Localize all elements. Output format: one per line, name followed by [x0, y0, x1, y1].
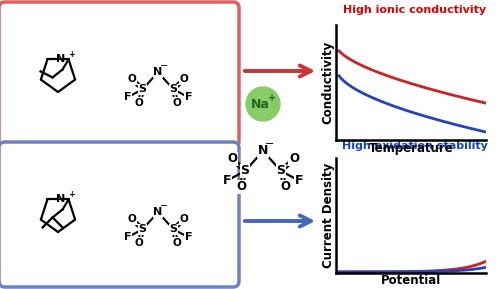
Text: N: N — [258, 144, 268, 158]
X-axis label: Temperature: Temperature — [368, 142, 454, 155]
Text: F: F — [185, 92, 192, 102]
Text: O: O — [135, 98, 143, 108]
Y-axis label: Current Density: Current Density — [322, 163, 334, 268]
Text: O: O — [128, 74, 136, 84]
Text: S: S — [170, 224, 177, 234]
Circle shape — [246, 87, 280, 121]
Text: F: F — [185, 232, 192, 242]
Text: F: F — [124, 92, 131, 102]
FancyBboxPatch shape — [0, 142, 239, 287]
Text: O: O — [128, 214, 136, 224]
Text: +: + — [268, 93, 276, 103]
Text: O: O — [180, 214, 188, 224]
Text: O: O — [180, 74, 188, 84]
Text: +: + — [68, 50, 75, 59]
Text: O: O — [227, 153, 237, 166]
X-axis label: Potential: Potential — [381, 275, 441, 288]
Text: F: F — [295, 174, 303, 187]
Text: O: O — [172, 238, 181, 248]
Text: N: N — [154, 207, 162, 217]
Text: N: N — [56, 54, 66, 64]
Text: −: − — [266, 139, 274, 149]
Text: O: O — [289, 153, 299, 166]
Text: O: O — [236, 181, 246, 194]
Text: F: F — [124, 232, 131, 242]
Text: High oxidation stability: High oxidation stability — [342, 141, 488, 151]
Text: High ionic conductivity: High ionic conductivity — [344, 5, 486, 15]
Text: Na: Na — [250, 99, 270, 112]
Text: S: S — [276, 164, 285, 177]
Text: F: F — [223, 174, 231, 187]
Text: N: N — [56, 194, 66, 204]
FancyBboxPatch shape — [0, 2, 239, 147]
Text: N: N — [154, 67, 162, 77]
Y-axis label: Conductivity: Conductivity — [322, 41, 334, 124]
Text: −: − — [160, 61, 168, 71]
Text: O: O — [135, 238, 143, 248]
Text: S: S — [170, 84, 177, 94]
Text: O: O — [172, 98, 181, 108]
Text: S: S — [138, 84, 146, 94]
Text: −: − — [160, 201, 168, 211]
Text: +: + — [68, 190, 75, 199]
Text: S: S — [240, 164, 250, 177]
Text: S: S — [138, 224, 146, 234]
Text: O: O — [280, 181, 290, 194]
